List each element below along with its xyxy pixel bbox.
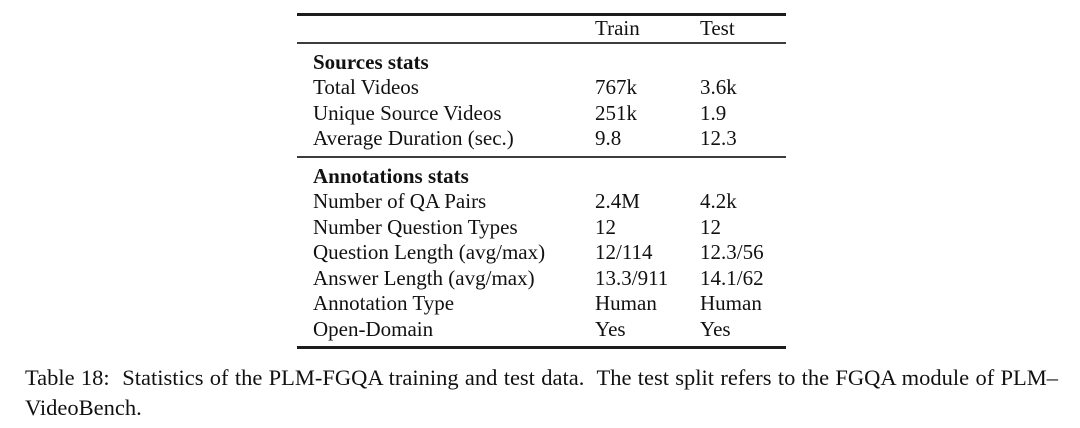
table-row: Open-Domain Yes Yes bbox=[297, 317, 786, 348]
section-title-sources: Sources stats bbox=[313, 49, 429, 74]
table-row: Number Question Types 12 12 bbox=[297, 215, 786, 241]
row-label: Question Length (avg/max) bbox=[313, 240, 546, 264]
cell-train: 767k bbox=[595, 75, 637, 99]
section-sources-stats: Sources stats Total Videos 767k 3.6k Uni… bbox=[297, 43, 786, 157]
cell-test: 14.1/62 bbox=[700, 265, 764, 290]
column-header-test: Test bbox=[700, 16, 735, 40]
cell-test: Yes bbox=[700, 316, 731, 341]
table-row: Total Videos 767k 3.6k bbox=[297, 75, 786, 101]
table-18: Train Test Sources stats Total Videos 76… bbox=[297, 13, 786, 349]
table-row: Unique Source Videos 251k 1.9 bbox=[297, 101, 786, 127]
section-title-annotations: Annotations stats bbox=[313, 163, 469, 188]
table-header: Train Test bbox=[297, 15, 786, 43]
row-label: Open-Domain bbox=[313, 316, 434, 341]
row-label: Annotation Type bbox=[313, 291, 455, 315]
table-row: Number of QA Pairs 2.4M 4.2k bbox=[297, 189, 786, 215]
cell-train: 12/114 bbox=[595, 240, 653, 264]
section-title-row: Sources stats bbox=[297, 43, 786, 76]
table-caption: Table 18: Statistics of the PLM-FGQA tra… bbox=[25, 365, 1058, 420]
row-label: Answer Length (avg/max) bbox=[313, 265, 535, 290]
cell-train: 13.3/911 bbox=[595, 265, 669, 290]
cell-train: 251k bbox=[595, 100, 637, 125]
table-row: Average Duration (sec.) 9.8 12.3 bbox=[297, 126, 786, 157]
cell-train: Human bbox=[595, 291, 657, 315]
row-label: Average Duration (sec.) bbox=[313, 126, 514, 150]
cell-test: Human bbox=[700, 291, 762, 315]
cell-train: 9.8 bbox=[595, 126, 622, 150]
cell-test: 12.3/56 bbox=[700, 240, 764, 264]
cell-test: 12.3 bbox=[700, 126, 737, 150]
stats-table: Train Test Sources stats Total Videos 76… bbox=[297, 13, 786, 349]
row-label: Number Question Types bbox=[313, 214, 518, 239]
table-row: Answer Length (avg/max) 13.3/911 14.1/62 bbox=[297, 266, 786, 292]
section-title-row: Annotations stats bbox=[297, 157, 786, 190]
header-empty-cell bbox=[297, 15, 595, 43]
cell-train: 12 bbox=[595, 214, 616, 239]
row-label: Number of QA Pairs bbox=[313, 189, 487, 213]
cell-test: 3.6k bbox=[700, 75, 737, 99]
cell-train: 2.4M bbox=[595, 189, 640, 213]
cell-test: 4.2k bbox=[700, 189, 737, 213]
row-label: Total Videos bbox=[313, 75, 419, 99]
cell-train: Yes bbox=[595, 316, 626, 341]
header-row: Train Test bbox=[297, 15, 786, 43]
section-annotations-stats: Annotations stats Number of QA Pairs 2.4… bbox=[297, 156, 786, 348]
cell-test: 12 bbox=[700, 214, 721, 239]
table-row: Annotation Type Human Human bbox=[297, 291, 786, 317]
cell-test: 1.9 bbox=[700, 100, 727, 125]
column-header-train: Train bbox=[595, 16, 640, 40]
table-row: Question Length (avg/max) 12/114 12.3/56 bbox=[297, 240, 786, 266]
row-label: Unique Source Videos bbox=[313, 100, 502, 125]
